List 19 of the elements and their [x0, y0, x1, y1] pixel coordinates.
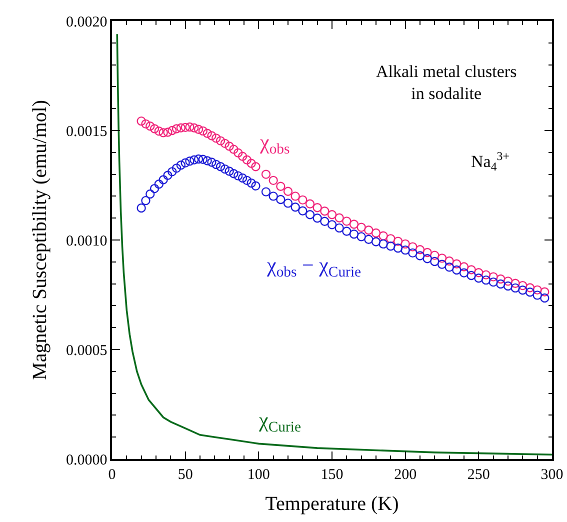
- series-label: χ$_{Curie}$: [258, 408, 302, 436]
- y-tick-label: 0.0000: [66, 452, 108, 468]
- x-tick-label: 300: [540, 466, 564, 483]
- series-label: χ$_{obs}$ − χ$_{Curie}$: [266, 253, 362, 280]
- x-tick-label: 200: [394, 466, 417, 483]
- y-axis-title: Magnetic Susceptibility (emu/mol): [29, 100, 51, 380]
- y-tick-label: 0.0010: [66, 233, 108, 250]
- x-axis-title: Temperature (K): [265, 492, 399, 515]
- y-tick-label: 0.0005: [66, 342, 108, 359]
- x-tick-label: 150: [320, 466, 344, 483]
- line-series: [116, 33, 552, 456]
- x-tick-label: 100: [247, 466, 270, 483]
- x-tick-label: 250: [467, 466, 490, 483]
- series-label: χ$_{obs}$: [259, 130, 290, 158]
- x-tick-label: 0: [108, 466, 116, 483]
- annotation: Alkali metal clusters in sodalite: [376, 62, 517, 104]
- y-tick-label: 0.0015: [66, 124, 108, 140]
- x-tick-label: 50: [178, 466, 193, 483]
- y-tick-label: 0.0020: [66, 14, 108, 30]
